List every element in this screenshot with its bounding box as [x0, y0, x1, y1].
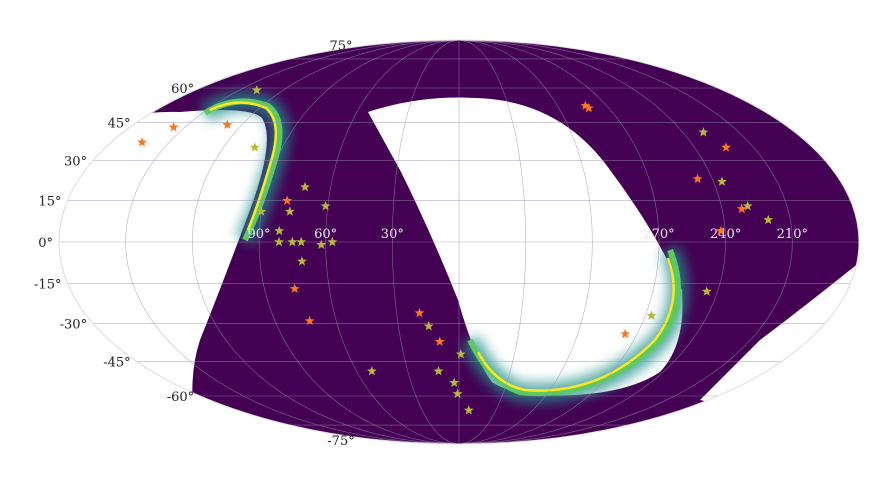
longitude-grid-line — [458, 40, 593, 444]
latitude-tick-label: 45° — [108, 116, 131, 131]
yellow-star-marker — [300, 181, 310, 192]
yellow-star-marker — [452, 388, 463, 399]
yellow-star-marker — [297, 256, 307, 266]
yellow-star-marker — [646, 310, 657, 320]
orange-star-marker — [692, 173, 703, 184]
latitude-tick-label: -60° — [167, 390, 194, 405]
yellow-star-marker — [433, 365, 444, 376]
yellow-star-marker — [327, 236, 338, 247]
longitude-grid-line — [458, 40, 793, 444]
orange-star-marker — [282, 195, 293, 205]
orange-star-marker — [736, 203, 747, 214]
longitude-tick-label: 240° — [710, 227, 741, 242]
orange-star-marker — [715, 225, 726, 236]
yellow-star-marker — [463, 405, 474, 415]
latitude-tick-label: -45° — [103, 356, 130, 371]
longitude-grid-line — [125, 40, 460, 444]
orange-star-marker — [580, 100, 591, 111]
latitude-tick-label: 60° — [171, 82, 194, 97]
longitude-grid-line — [191, 40, 460, 444]
longitude-grid-line — [458, 40, 660, 444]
yellow-star-marker — [366, 365, 377, 376]
longitude-grid-line — [391, 40, 460, 444]
latitude-tick-label: -30° — [60, 318, 87, 333]
longitude-grid-line — [258, 40, 460, 444]
yellow-star-marker — [287, 236, 298, 247]
orange-star-marker — [583, 102, 594, 113]
longitude-tick-label: 270° — [643, 227, 674, 242]
high-density-band-core — [209, 101, 675, 392]
yellow-star-marker — [249, 142, 260, 152]
latitude-tick-label: -15° — [34, 277, 61, 292]
density-map — [59, 40, 859, 444]
latitude-tick-label: 30° — [64, 154, 87, 169]
orange-star-marker — [168, 122, 179, 132]
yellow-star-marker — [698, 127, 709, 137]
graticule — [59, 40, 859, 444]
latitude-tick-label: 75° — [329, 39, 352, 54]
longitude-grid-line — [458, 40, 727, 444]
yellow-star-marker — [316, 239, 327, 249]
yellow-star-marker — [449, 377, 460, 387]
yellow-star-marker — [701, 286, 712, 296]
longitude-grid-line — [458, 40, 527, 444]
latitude-tick-label: 0° — [38, 236, 53, 251]
sky-boundary — [58, 39, 860, 445]
yellow-star-marker — [284, 206, 295, 216]
orange-star-marker — [137, 137, 147, 147]
orange-star-marker — [721, 142, 731, 152]
yellow-star-marker — [763, 214, 774, 225]
yellow-star-marker — [423, 321, 434, 331]
latitude-tick-label: -75° — [327, 434, 354, 449]
star-markers — [137, 84, 774, 415]
latitude-tick-labels: 75° 60° 45° 30° 15° 0° -15° -30° -45° -60° -75° — [34, 39, 355, 449]
longitude-tick-label: 60° — [314, 227, 337, 242]
yellow-star-marker — [251, 84, 262, 95]
yellow-star-marker — [742, 200, 753, 211]
orange-star-marker — [434, 336, 445, 346]
orange-star-marker — [414, 307, 425, 318]
yellow-star-marker — [274, 225, 285, 236]
orange-star-marker — [289, 283, 300, 294]
yellow-star-marker — [274, 236, 284, 247]
yellow-star-marker — [296, 236, 307, 247]
orange-star-marker — [304, 315, 315, 326]
longitude-tick-label: 210° — [777, 227, 808, 242]
yellow-star-marker — [717, 176, 727, 186]
yellow-star-marker — [256, 206, 267, 216]
yellow-star-marker — [455, 349, 466, 359]
yellow-star-marker — [320, 200, 331, 211]
orange-star-marker — [222, 119, 233, 130]
longitude-grid-line — [325, 40, 460, 444]
longitude-tick-label: 90° — [247, 227, 270, 242]
latitude-tick-label: 15° — [38, 195, 61, 210]
longitude-tick-label: 30° — [381, 227, 404, 242]
coverage-gap-center — [368, 97, 683, 396]
orange-star-marker — [620, 328, 631, 339]
